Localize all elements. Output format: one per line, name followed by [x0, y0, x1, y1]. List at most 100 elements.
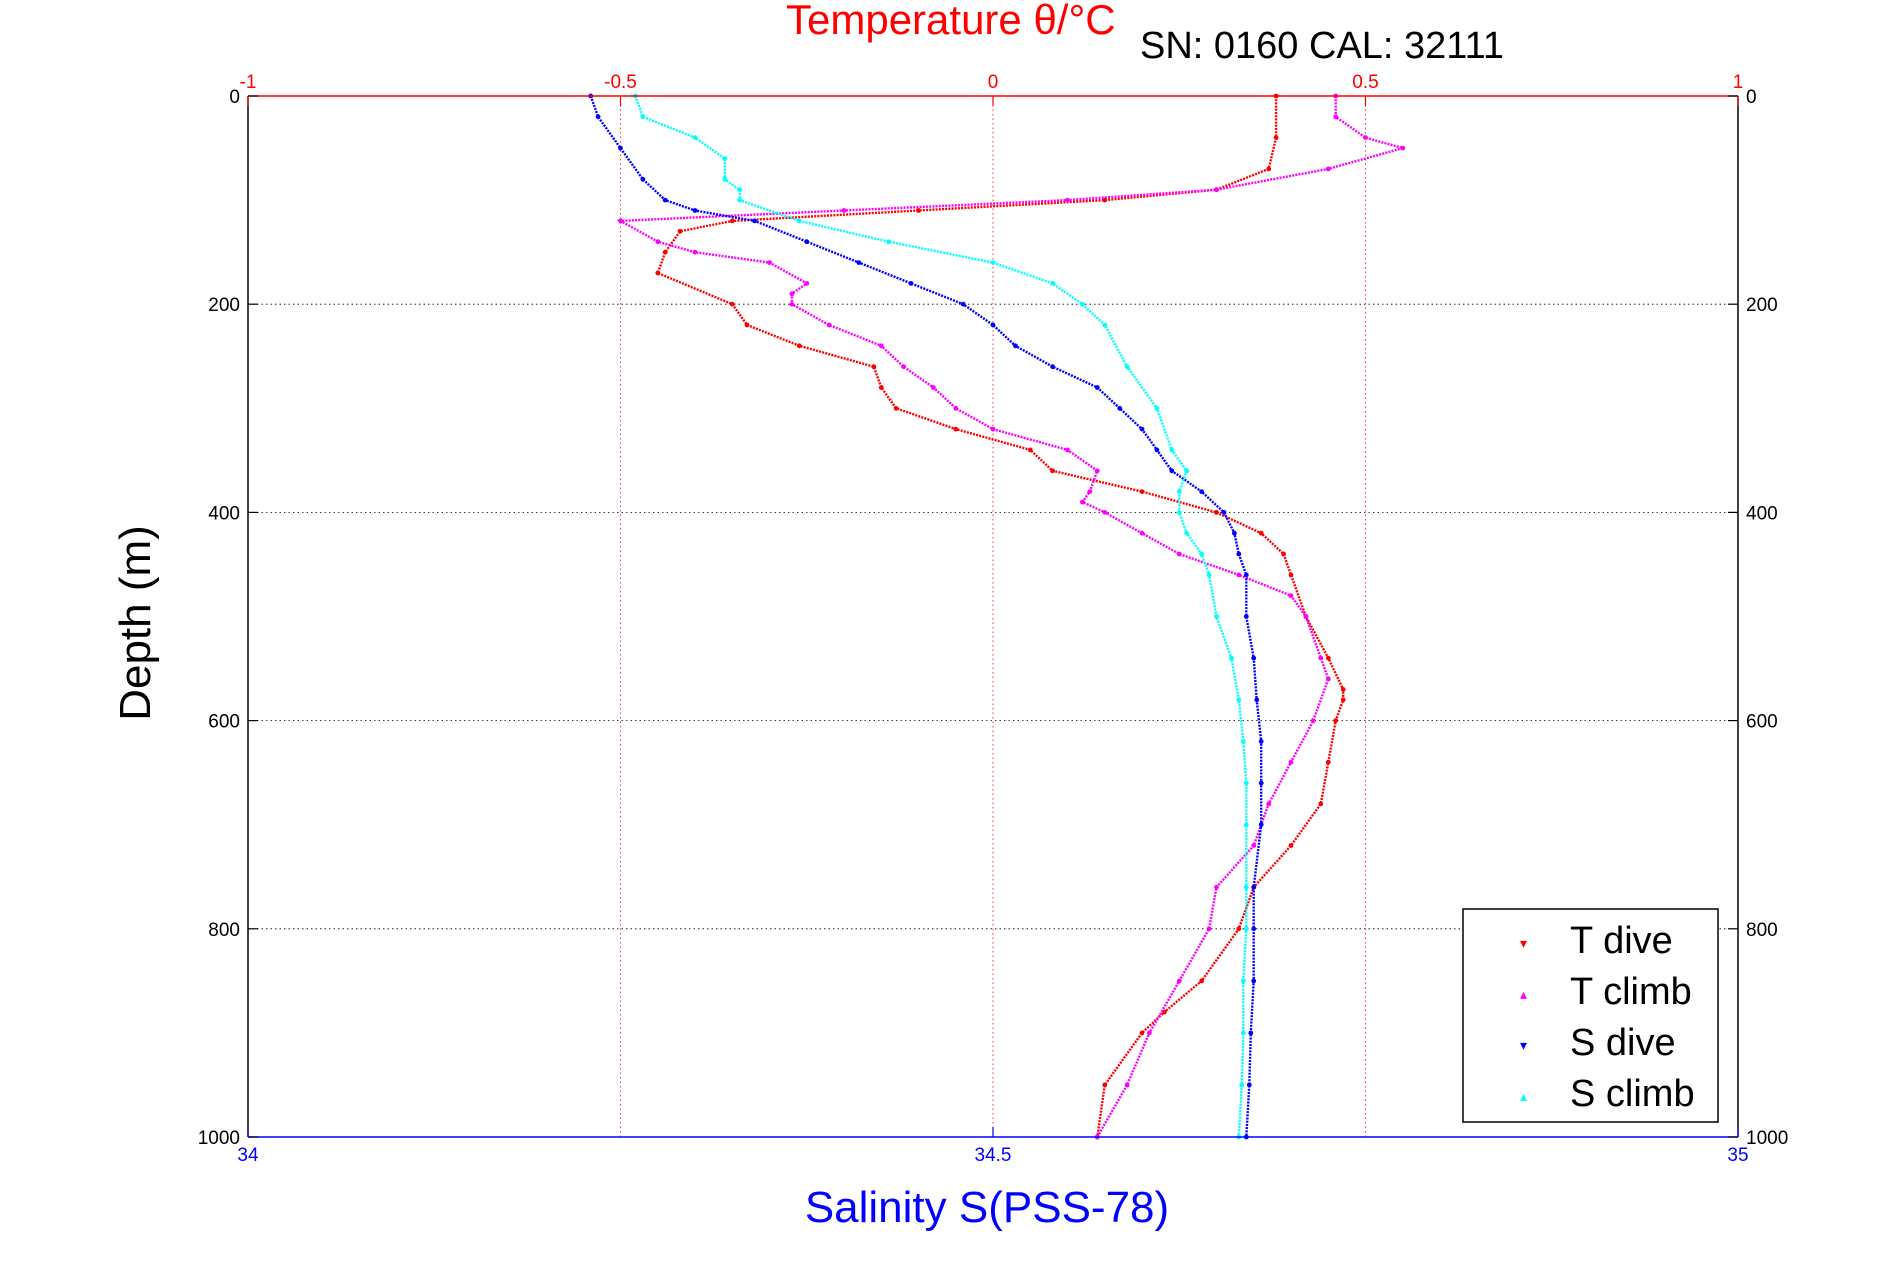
data-point: [1080, 499, 1085, 505]
series-trace-t-climb: [616, 96, 1408, 1138]
right-tick-label-600: 600: [1746, 712, 1778, 733]
data-point: [640, 176, 646, 182]
data-point: [871, 364, 877, 370]
data-point: [1214, 187, 1219, 193]
data-point: [1400, 145, 1406, 151]
top-tick-label--0.5: -0.5: [604, 72, 637, 93]
data-point: [1176, 551, 1182, 557]
data-point: [1288, 759, 1294, 765]
legend-entry-s-dive: ▾ S dive: [1520, 1022, 1676, 1064]
data-point: [1266, 166, 1272, 172]
legend-entry-t-dive: ▾ T dive: [1520, 920, 1673, 962]
data-point: [1232, 530, 1237, 536]
data-point: [1013, 343, 1018, 349]
data-point: [1117, 405, 1123, 411]
series-s-climb: [633, 93, 1249, 1140]
left-tick-label-1000: 1000: [198, 1128, 240, 1149]
data-point: [722, 176, 728, 182]
data-point: [1325, 759, 1331, 765]
data-point: [1333, 718, 1339, 723]
data-point: [1229, 655, 1234, 661]
data-point: [1050, 468, 1055, 474]
data-point: [1124, 364, 1130, 370]
left-tick-label-0: 0: [229, 87, 240, 108]
legend-entry-t-climb: ▴ T climb: [1520, 971, 1692, 1013]
data-point: [640, 114, 646, 120]
data-point: [893, 405, 899, 411]
right-tick-label-1000: 1000: [1746, 1128, 1788, 1149]
data-point: [662, 249, 668, 255]
series-trace-t-dive: [656, 96, 1345, 1138]
right-tick-label-200: 200: [1746, 295, 1778, 316]
series-trace-s-dive: [589, 95, 1263, 1138]
data-point: [1258, 530, 1264, 536]
data-point: [1325, 676, 1331, 682]
legend-marker-t-climb: ▴: [1520, 987, 1527, 1003]
data-point: [1333, 114, 1339, 120]
data-point: [1325, 166, 1331, 172]
bottom-tick-label-35: 35: [1727, 1145, 1748, 1166]
data-point: [1318, 655, 1324, 661]
data-point: [1240, 739, 1246, 744]
data-point: [1154, 447, 1160, 453]
data-point: [1251, 655, 1257, 661]
data-point: [1258, 822, 1264, 828]
data-point: [618, 218, 623, 224]
data-point: [1102, 197, 1108, 203]
data-point: [1139, 530, 1145, 536]
legend-label-s-climb: S climb: [1570, 1073, 1695, 1115]
data-point: [1236, 572, 1242, 578]
data-point: [1243, 926, 1249, 932]
right-tick-label-800: 800: [1746, 920, 1778, 941]
data-point: [1310, 718, 1316, 723]
data-point: [1240, 978, 1246, 984]
data-point: [737, 187, 743, 193]
left-tick-label-200: 200: [208, 295, 240, 316]
data-point: [655, 270, 661, 276]
data-point: [1236, 697, 1242, 703]
data-point: [804, 239, 810, 245]
data-point: [1206, 572, 1212, 578]
left-tick-label-600: 600: [208, 712, 240, 733]
data-point: [960, 301, 966, 307]
data-point: [1243, 572, 1249, 578]
data-point: [618, 145, 623, 151]
legend-marker-s-dive: ▾: [1520, 1038, 1527, 1054]
data-point: [655, 239, 661, 245]
data-point: [1214, 614, 1219, 619]
data-point: [1169, 468, 1175, 474]
data-point: [595, 114, 601, 120]
series-t-dive: [655, 93, 1346, 1140]
data-point: [1139, 426, 1145, 432]
data-point: [1087, 489, 1093, 494]
data-point: [1251, 926, 1257, 932]
data-point: [1102, 1082, 1108, 1088]
data-point: [1258, 739, 1264, 744]
data-point: [1340, 687, 1346, 692]
data-point: [737, 197, 743, 203]
data-point: [1027, 447, 1033, 453]
data-point: [1243, 884, 1249, 890]
data-point: [1184, 530, 1190, 536]
data-point: [1236, 926, 1242, 932]
data-point: [1184, 468, 1190, 474]
data-point: [729, 218, 735, 224]
data-point: [796, 218, 802, 224]
data-point: [1206, 926, 1212, 932]
data-point: [1243, 780, 1249, 786]
top-axis-title: Temperature θ/°C: [786, 0, 1116, 43]
data-point: [931, 385, 936, 390]
data-point: [1214, 510, 1219, 515]
data-point: [1176, 489, 1182, 494]
data-point: [1243, 822, 1249, 828]
data-point: [1246, 1082, 1252, 1088]
grid-layer: [248, 96, 1738, 1137]
data-point: [1281, 551, 1286, 557]
series-t-climb: [616, 93, 1408, 1140]
legend: ▾ T dive ▴ T climb ▾ S dive ▴ S climb: [1462, 908, 1719, 1123]
legend-box: [1462, 908, 1719, 1123]
data-point: [1248, 1030, 1254, 1036]
series-s-dive: [588, 93, 1264, 1140]
data-point: [886, 239, 892, 245]
